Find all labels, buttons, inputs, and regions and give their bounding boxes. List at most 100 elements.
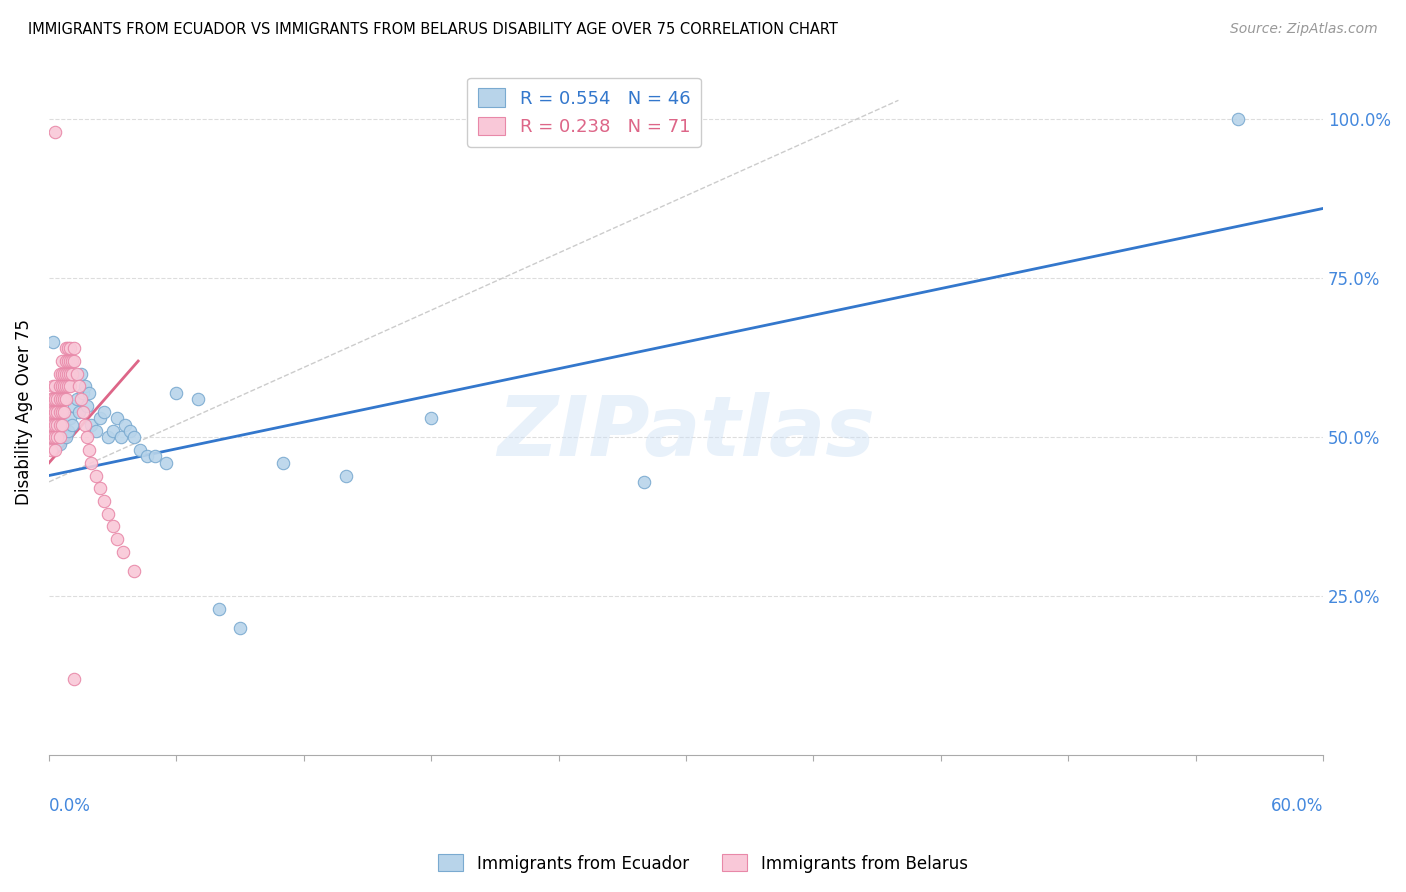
Text: 60.0%: 60.0% xyxy=(1271,797,1323,814)
Point xyxy=(56,367,79,381)
Point xyxy=(101,519,124,533)
Point xyxy=(110,430,132,444)
Point xyxy=(63,399,86,413)
Point xyxy=(48,417,70,432)
Point xyxy=(79,385,101,400)
Point xyxy=(89,411,111,425)
Point xyxy=(51,379,73,393)
Point xyxy=(51,367,73,381)
Point xyxy=(155,456,177,470)
Point xyxy=(335,468,357,483)
Point xyxy=(42,334,65,349)
Point xyxy=(118,424,141,438)
Point xyxy=(271,456,294,470)
Point xyxy=(44,417,66,432)
Point xyxy=(44,417,66,432)
Point xyxy=(55,342,77,356)
Point xyxy=(229,621,252,635)
Point xyxy=(59,411,82,425)
Point xyxy=(44,392,66,407)
Point xyxy=(48,411,70,425)
Point xyxy=(44,430,66,444)
Point xyxy=(208,602,231,616)
Point xyxy=(46,430,69,444)
Point xyxy=(52,367,75,381)
Point xyxy=(46,392,69,407)
Point xyxy=(60,367,83,381)
Text: ZIPatlas: ZIPatlas xyxy=(498,392,875,473)
Point xyxy=(51,405,73,419)
Point xyxy=(143,450,166,464)
Point xyxy=(60,417,83,432)
Point xyxy=(97,507,120,521)
Point xyxy=(52,417,75,432)
Point xyxy=(135,450,157,464)
Point xyxy=(51,417,73,432)
Y-axis label: Disability Age Over 75: Disability Age Over 75 xyxy=(15,319,32,505)
Point xyxy=(46,430,69,444)
Point xyxy=(65,392,87,407)
Point xyxy=(39,443,62,458)
Point xyxy=(39,430,62,444)
Point xyxy=(187,392,209,407)
Point xyxy=(80,417,103,432)
Point xyxy=(39,417,62,432)
Point xyxy=(42,430,65,444)
Point xyxy=(93,494,115,508)
Point xyxy=(63,342,86,356)
Point xyxy=(105,532,128,546)
Point xyxy=(52,405,75,419)
Point xyxy=(56,342,79,356)
Point xyxy=(63,672,86,686)
Point xyxy=(51,354,73,368)
Point xyxy=(105,411,128,425)
Point xyxy=(122,564,145,578)
Point xyxy=(93,405,115,419)
Point xyxy=(48,392,70,407)
Point xyxy=(122,430,145,444)
Point xyxy=(84,468,107,483)
Point xyxy=(65,367,87,381)
Point xyxy=(76,430,98,444)
Point xyxy=(59,342,82,356)
Point xyxy=(48,367,70,381)
Point xyxy=(80,456,103,470)
Point xyxy=(129,443,152,458)
Point xyxy=(51,392,73,407)
Point xyxy=(44,405,66,419)
Point xyxy=(165,385,187,400)
Text: Source: ZipAtlas.com: Source: ZipAtlas.com xyxy=(1230,22,1378,37)
Point xyxy=(46,399,69,413)
Point xyxy=(69,367,91,381)
Point xyxy=(48,379,70,393)
Point xyxy=(67,379,90,393)
Point xyxy=(69,392,91,407)
Point xyxy=(63,354,86,368)
Point xyxy=(75,379,97,393)
Point xyxy=(1227,112,1250,127)
Point xyxy=(75,417,97,432)
Point xyxy=(59,379,82,393)
Point xyxy=(44,379,66,393)
Point xyxy=(55,354,77,368)
Point xyxy=(112,545,135,559)
Point xyxy=(55,379,77,393)
Point xyxy=(44,443,66,458)
Text: 0.0%: 0.0% xyxy=(49,797,91,814)
Point xyxy=(39,392,62,407)
Point xyxy=(55,367,77,381)
Point xyxy=(42,417,65,432)
Point xyxy=(46,405,69,419)
Point xyxy=(56,354,79,368)
Point xyxy=(46,417,69,432)
Point xyxy=(44,125,66,139)
Point xyxy=(89,481,111,495)
Point xyxy=(52,379,75,393)
Point xyxy=(60,354,83,368)
Point xyxy=(55,430,77,444)
Point xyxy=(420,411,443,425)
Point xyxy=(72,405,94,419)
Point xyxy=(56,379,79,393)
Legend: Immigrants from Ecuador, Immigrants from Belarus: Immigrants from Ecuador, Immigrants from… xyxy=(432,847,974,880)
Point xyxy=(101,424,124,438)
